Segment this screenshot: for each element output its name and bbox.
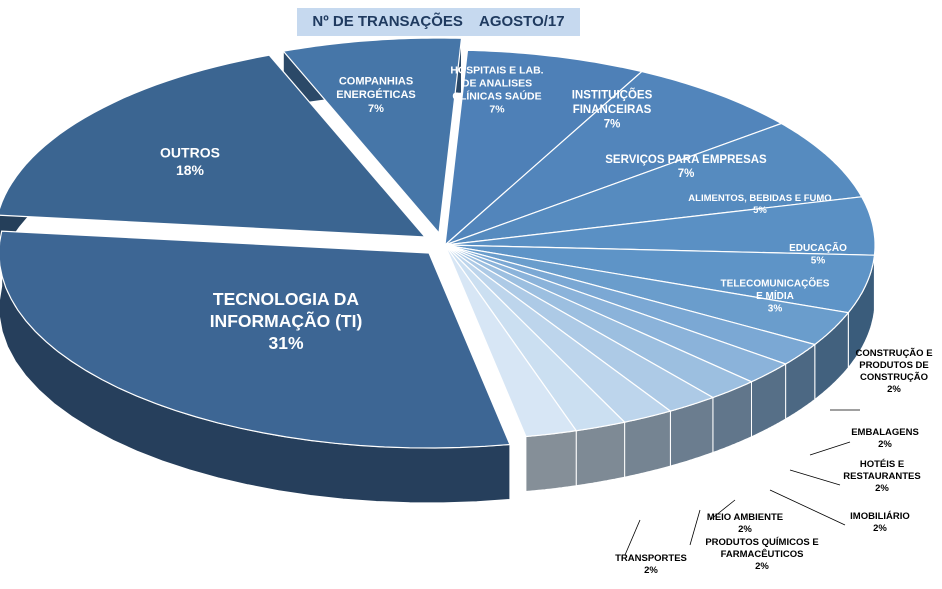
slice-label-line: ALIMENTOS, BEBIDAS E FUMO bbox=[688, 193, 831, 204]
pie-labels: HOSPITAIS E LAB. DE ANALISES CLÍNICAS SAÚD… bbox=[160, 64, 932, 576]
slice-label: OUTROS 18% bbox=[160, 144, 220, 178]
pie-slice bbox=[444, 244, 626, 432]
pie-slice bbox=[444, 196, 876, 256]
slice-label: EDUCAÇÃO 5% bbox=[789, 241, 847, 267]
slice-percent: 2% bbox=[873, 523, 887, 534]
pie-tops bbox=[0, 37, 876, 449]
slice-percent: 3% bbox=[768, 304, 783, 315]
slice-percent: 2% bbox=[755, 561, 769, 572]
pie-slice-side bbox=[525, 430, 577, 493]
leader-line bbox=[769, 489, 846, 526]
slice-label-line: FINANCEIRAS bbox=[573, 104, 652, 116]
slice-label: SERVIÇOS PARA EMPRESAS 7% bbox=[605, 154, 767, 180]
slice-label-line: OUTROS bbox=[160, 144, 220, 160]
leader-line bbox=[689, 509, 701, 546]
pie-slice bbox=[444, 244, 817, 365]
slice-percent: 2% bbox=[878, 439, 892, 450]
slice-label: CONSTRUÇÃO E PRODUTOS DE CONSTRUÇÃO 2% bbox=[855, 348, 932, 395]
chart-title-band: Nº DE TRANSAÇÕES AGOSTO/17 bbox=[297, 8, 580, 36]
pie-slice-side bbox=[575, 421, 626, 487]
pie-slice bbox=[444, 244, 715, 412]
slice-label-line: ENERGÉTICAS bbox=[336, 88, 415, 101]
slice-percent: 2% bbox=[644, 565, 658, 576]
slice-label-line: IMOBILIÁRIO bbox=[850, 511, 910, 522]
slice-label: INSTITUIÇÕES FINANCEIRAS 7% bbox=[572, 89, 653, 131]
slice-percent: 2% bbox=[887, 384, 901, 395]
pie-slice bbox=[0, 54, 427, 238]
slice-label: PRODUTOS QUÍMICOS E FARMACÊUTICOS 2% bbox=[705, 537, 818, 572]
slice-percent: 7% bbox=[368, 103, 384, 115]
pie-slice bbox=[444, 244, 753, 399]
slice-label: EMBALAGENS 2% bbox=[851, 427, 919, 450]
pie-slice bbox=[444, 49, 644, 247]
pie-slice bbox=[444, 244, 850, 346]
slice-label: COMPANHIAS ENERGÉTICAS 7% bbox=[336, 75, 415, 115]
slice-percent: 2% bbox=[738, 524, 752, 535]
slice-label: TRANSPORTES 2% bbox=[615, 553, 687, 576]
slice-label-line: INSTITUIÇÕES bbox=[572, 89, 653, 102]
slice-label: TECNOLOGIA DA INFORMAÇÃO (TI) 31% bbox=[210, 289, 363, 353]
slice-label: HOTÉIS E RESTAURANTES 2% bbox=[843, 459, 920, 494]
pie-slice bbox=[282, 37, 463, 235]
slice-label-line: INFORMAÇÃO (TI) bbox=[210, 310, 363, 331]
leader-line bbox=[789, 469, 841, 486]
slice-percent: 7% bbox=[604, 118, 621, 130]
slice-label-line: HOSPITAIS E LAB. bbox=[450, 64, 543, 76]
slice-label-line: CONSTRUÇÃO bbox=[860, 372, 928, 383]
slice-label: MEIO AMBIENTE 2% bbox=[707, 512, 783, 535]
slice-label: IMOBILIÁRIO 2% bbox=[850, 511, 910, 534]
slice-label: HOSPITAIS E LAB. DE ANALISES CLÍNICAS SAÚD… bbox=[450, 64, 543, 115]
pie-slice bbox=[444, 122, 863, 246]
chart-title: Nº DE TRANSAÇÕES AGOSTO/17 bbox=[312, 13, 565, 30]
slice-label-line: HOTÉIS E bbox=[860, 459, 904, 470]
slice-percent: 5% bbox=[753, 205, 767, 216]
slice-label-line: MEIO AMBIENTE bbox=[707, 512, 783, 523]
slice-label-line: FARMACÊUTICOS bbox=[721, 548, 804, 560]
pie-slice bbox=[444, 244, 672, 423]
slice-label-line: SERVIÇOS PARA EMPRESAS bbox=[605, 154, 767, 166]
leader-line bbox=[809, 441, 851, 456]
leader-line bbox=[624, 519, 641, 556]
slice-percent: 5% bbox=[811, 255, 826, 266]
slice-percent: 31% bbox=[268, 333, 303, 353]
slice-percent: 18% bbox=[176, 162, 205, 178]
leader-line bbox=[709, 499, 736, 521]
slice-label-line: EMBALAGENS bbox=[851, 427, 919, 438]
pie-slice bbox=[444, 70, 783, 246]
slice-percent: 7% bbox=[489, 104, 505, 116]
slice-label: ALIMENTOS, BEBIDAS E FUMO 5% bbox=[688, 193, 831, 216]
slice-label-line: COMPANHIAS bbox=[339, 75, 413, 87]
slice-label-line: DE ANALISES bbox=[462, 77, 532, 89]
slice-percent: 7% bbox=[678, 168, 695, 180]
pie-slice bbox=[0, 230, 511, 449]
slice-label-line: CLÍNICAS SAÚDE bbox=[452, 90, 541, 103]
slice-label: TELECOMUNICAÇÕES E MÍDIA 3% bbox=[721, 277, 830, 315]
slice-label-line: CONSTRUÇÃO E bbox=[855, 348, 932, 359]
pie-slice bbox=[444, 244, 578, 438]
slice-label-line: PRODUTOS DE bbox=[859, 360, 929, 371]
pie-slice bbox=[444, 244, 788, 383]
slice-label-line: TECNOLOGIA DA bbox=[213, 289, 360, 309]
slice-label-line: E MÍDIA bbox=[756, 289, 794, 302]
slice-label-line: RESTAURANTES bbox=[843, 471, 920, 482]
slice-percent: 2% bbox=[875, 483, 889, 494]
slice-label-line: PRODUTOS QUÍMICOS E bbox=[705, 537, 818, 548]
pie-slice bbox=[444, 244, 876, 314]
slice-label-line: TRANSPORTES bbox=[615, 553, 687, 564]
slice-label-line: TELECOMUNICAÇÕES bbox=[721, 277, 830, 290]
slice-label-line: EDUCAÇÃO bbox=[789, 241, 847, 254]
